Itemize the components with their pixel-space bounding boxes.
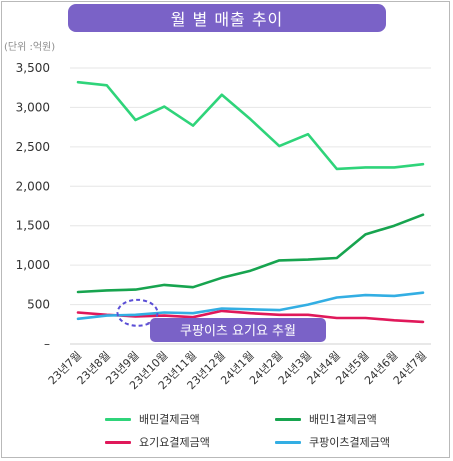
annotation-circle — [116, 298, 159, 327]
y-tick-label: 2,500 — [16, 140, 50, 154]
y-tick-label: 1,500 — [16, 219, 50, 233]
y-tick-label: 3,500 — [16, 61, 50, 75]
series-line-2 — [76, 213, 425, 294]
chart-title-text: 월 별 매출 추이 — [170, 10, 284, 29]
y-tick-label: – — [44, 337, 50, 351]
unit-note: (단위 :억원) — [4, 42, 56, 53]
y-tick-label: 1,000 — [16, 258, 50, 272]
y-tick-label: 500 — [27, 298, 50, 312]
annotation-text: 쿠팡이츠 요기요 추월 — [180, 324, 296, 339]
y-tick-label: 3,000 — [16, 100, 50, 114]
y-tick-label: 2,000 — [16, 179, 50, 193]
series-line-1 — [76, 80, 425, 171]
chart-title: 월 별 매출 추이 — [68, 4, 386, 32]
annotation-box — [150, 318, 326, 342]
series-line-3 — [76, 309, 425, 324]
series-line-4 — [76, 291, 425, 321]
